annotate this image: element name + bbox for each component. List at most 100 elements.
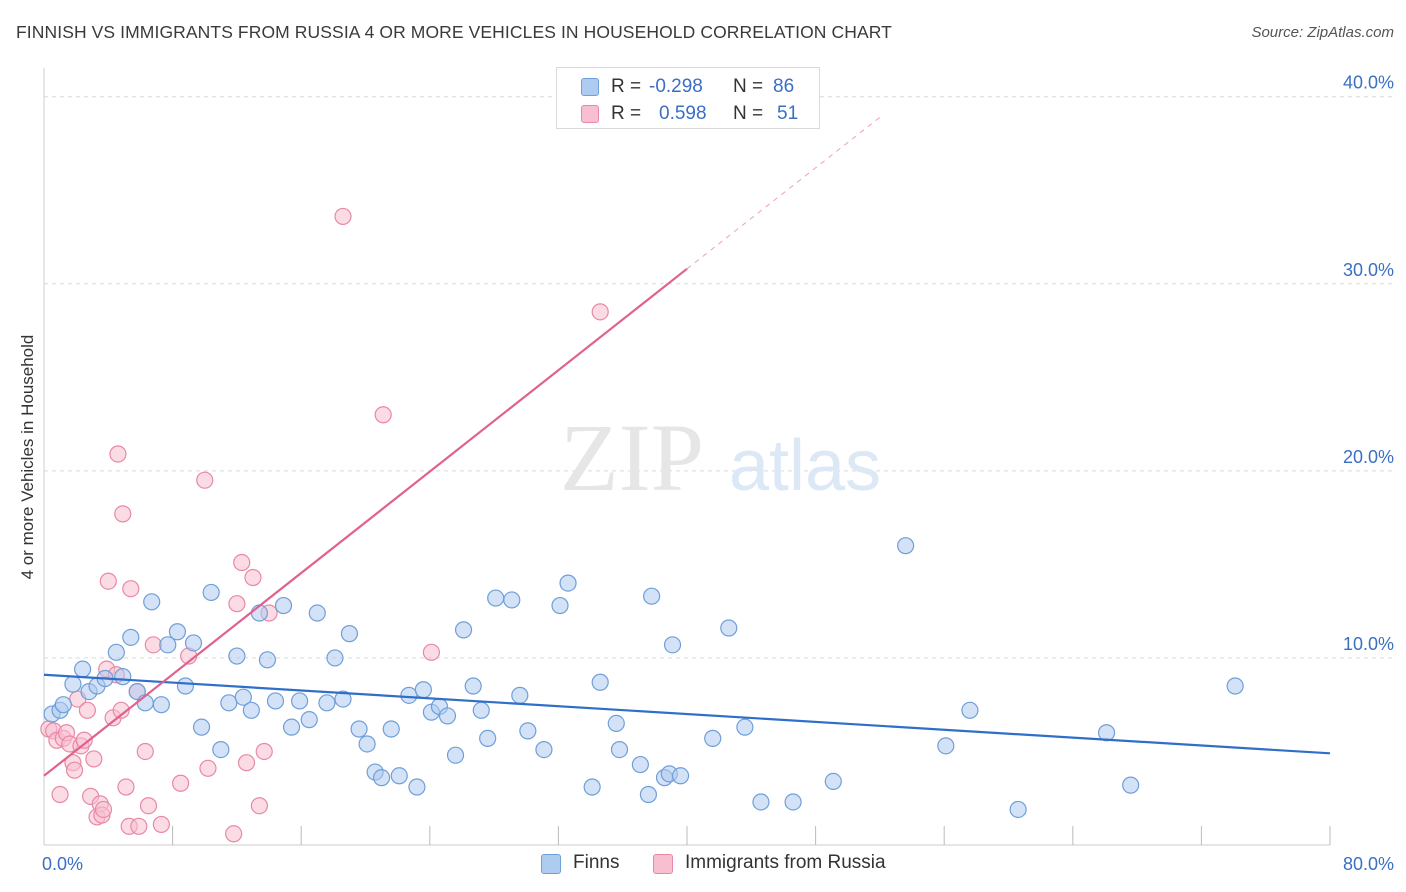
russia-point-18 <box>94 800 113 819</box>
russia-point-31 <box>136 742 154 761</box>
watermark-zip: ZIP <box>560 404 704 511</box>
finns-point-67 <box>639 785 658 804</box>
finns-trend-line <box>43 673 1331 755</box>
finns-n-value: 86 <box>773 76 795 97</box>
russia-trend-line <box>43 267 688 777</box>
finns-point-64 <box>607 714 625 733</box>
finns-point-37 <box>340 625 359 643</box>
finns-point-71 <box>663 636 682 654</box>
finns-point-46 <box>414 681 432 699</box>
finns-point-2 <box>54 696 72 714</box>
finns-point-51 <box>454 621 473 639</box>
finns-point-24 <box>234 688 252 706</box>
finns-point-50 <box>446 746 465 764</box>
russia-n-label: N = <box>733 103 764 124</box>
source-label: Source: ZipAtlas.com <box>1251 24 1394 41</box>
finns-point-49 <box>438 707 457 725</box>
correlation-legend: R = -0.298 N = 86 R = 0.598 N = 51 <box>556 67 820 129</box>
russia-point-38 <box>199 759 217 777</box>
tick-labels: 10.0% 20.0% 30.0% 40.0% 0.0% 80.0% <box>42 73 1394 874</box>
finns-point-82 <box>1009 800 1027 819</box>
finns-point-85 <box>1226 677 1244 695</box>
finns-point-3 <box>64 675 82 693</box>
finns-point-18 <box>184 634 203 652</box>
russia-point-11 <box>75 731 93 749</box>
trend-lines <box>43 116 1331 777</box>
x-tick-label-1: 80.0% <box>1343 854 1394 874</box>
russia-n-value: 51 <box>777 103 799 124</box>
finns-point-59 <box>535 740 553 759</box>
finns-point-75 <box>736 718 754 736</box>
finns-point-17 <box>176 677 195 695</box>
finns-point-61 <box>559 574 577 592</box>
russia-point-49 <box>422 643 441 661</box>
watermark-atlas: atlas <box>729 426 881 506</box>
finns-point-4 <box>73 660 92 678</box>
russia-point-26 <box>117 778 135 796</box>
finns-point-72 <box>671 767 690 785</box>
finns-point-16 <box>168 623 187 641</box>
russia-point-50 <box>591 303 609 321</box>
finns-point-55 <box>487 589 505 607</box>
finns-point-35 <box>326 649 344 667</box>
finns-point-53 <box>472 701 490 719</box>
finns-point-73 <box>704 729 722 747</box>
russia-point-24 <box>112 701 130 719</box>
finns-point-56 <box>503 591 521 609</box>
russia-point-35 <box>172 774 190 792</box>
finns-point-28 <box>266 692 285 710</box>
russia-point-37 <box>196 471 214 489</box>
finns-legend-label: Finns <box>573 852 620 873</box>
finns-point-77 <box>784 793 802 811</box>
finns-point-42 <box>382 720 400 738</box>
finns-point-65 <box>610 740 629 759</box>
finns-point-20 <box>202 583 220 602</box>
finns-point-33 <box>308 604 326 622</box>
russia-point-48 <box>374 406 392 424</box>
russia-point-20 <box>99 572 117 590</box>
finns-point-52 <box>464 677 482 695</box>
finns-point-62 <box>583 778 601 796</box>
russia-point-45 <box>255 742 273 761</box>
finns-point-31 <box>290 692 309 710</box>
russia-point-42 <box>237 754 256 772</box>
finns-point-26 <box>250 604 269 622</box>
russia-point-44 <box>250 797 269 815</box>
finns-point-78 <box>824 772 842 790</box>
russia-legend-swatch <box>653 854 673 874</box>
russia-point-47 <box>334 207 352 226</box>
finns-point-9 <box>114 668 132 686</box>
finns-r-label: R = <box>611 76 642 97</box>
series-finns-points <box>43 537 1244 819</box>
russia-point-12 <box>78 701 97 719</box>
y-tick-label-2: 30.0% <box>1343 260 1394 280</box>
finns-n-label: N = <box>733 76 764 97</box>
finns-point-13 <box>143 593 161 611</box>
finns-point-63 <box>591 673 609 691</box>
russia-point-23 <box>109 445 127 463</box>
russia-point-33 <box>144 636 162 654</box>
finns-point-54 <box>479 729 497 747</box>
russia-point-30 <box>130 817 148 835</box>
y-tick-label-1: 20.0% <box>1343 447 1394 467</box>
finns-point-44 <box>400 686 418 704</box>
russia-point-39 <box>225 825 243 843</box>
finns-point-68 <box>643 587 661 605</box>
russia-r-label: R = <box>611 103 642 124</box>
russia-r-value: 0.598 <box>659 103 707 124</box>
finns-point-38 <box>350 720 368 738</box>
finns-point-22 <box>220 694 238 712</box>
russia-trend-extension <box>686 116 881 270</box>
russia-point-40 <box>228 595 246 613</box>
finns-point-8 <box>107 643 125 661</box>
russia-point-14 <box>85 750 103 768</box>
finns-point-27 <box>258 651 277 669</box>
finns-point-15 <box>159 636 177 654</box>
russia-point-34 <box>152 815 170 834</box>
russia-point-32 <box>139 797 158 815</box>
finns-point-43 <box>390 767 408 785</box>
finns-point-21 <box>212 740 230 759</box>
finns-point-74 <box>720 619 738 637</box>
finns-point-76 <box>752 793 770 811</box>
finns-point-84 <box>1122 776 1140 794</box>
